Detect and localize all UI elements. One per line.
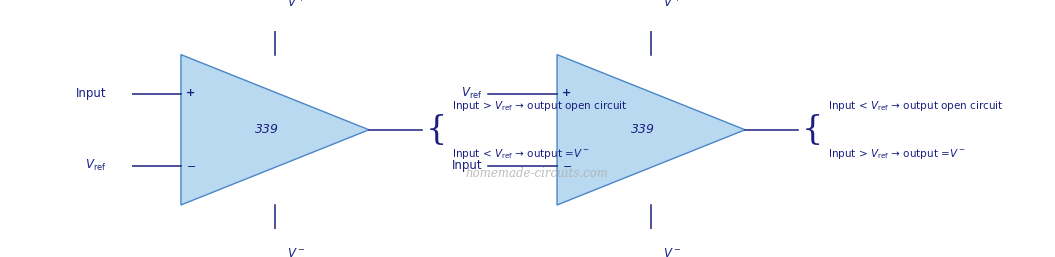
Text: Input < $V_{\mathrm{ref}}$ → output open circuit: Input < $V_{\mathrm{ref}}$ → output open… [828,99,1003,113]
Text: Input: Input [452,159,482,172]
Text: 339: 339 [255,123,279,136]
Text: $V^+$: $V^+$ [664,0,682,11]
Text: Input > $V_{\mathrm{ref}}$ → output open circuit: Input > $V_{\mathrm{ref}}$ → output open… [452,99,627,113]
Text: Input > $V_{\mathrm{ref}}$ → output =$V^-$: Input > $V_{\mathrm{ref}}$ → output =$V^… [828,146,965,161]
Polygon shape [557,54,745,205]
Text: {: { [425,114,446,146]
Text: $V^-$: $V^-$ [664,246,682,257]
Text: $-$: $-$ [562,160,572,170]
Text: $V_{\mathrm{ref}}$: $V_{\mathrm{ref}}$ [461,86,482,101]
Text: {: { [802,114,823,146]
Text: +: + [562,88,572,98]
Text: $-$: $-$ [186,160,196,170]
Text: +: + [186,88,195,98]
Text: homemade-circuits.com: homemade-circuits.com [465,167,608,180]
Text: $V^+$: $V^+$ [287,0,306,11]
Text: Input < $V_{\mathrm{ref}}$ → output =$V^-$: Input < $V_{\mathrm{ref}}$ → output =$V^… [452,146,589,161]
Text: $V_{\mathrm{ref}}$: $V_{\mathrm{ref}}$ [85,158,107,173]
Text: 339: 339 [631,123,655,136]
Text: Input: Input [76,87,107,100]
Polygon shape [181,54,369,205]
Text: $V^-$: $V^-$ [287,246,306,257]
